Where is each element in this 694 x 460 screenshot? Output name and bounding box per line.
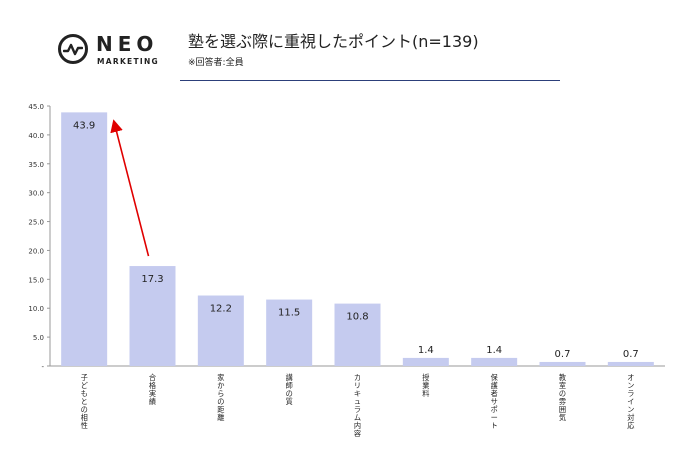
x-tick-label: カリキュラム内容 [354, 373, 361, 438]
x-tick-label: 合格実績 [149, 373, 157, 406]
y-tick-label: 40.0 [28, 132, 44, 140]
bar [61, 112, 108, 366]
x-tick-label: 授業料 [422, 373, 429, 398]
chart-title: 塾を選ぶ際に重視したポイント(n=139) [188, 32, 479, 51]
data-label: 10.8 [346, 312, 368, 323]
bar [607, 361, 654, 366]
data-label: 1.4 [486, 345, 502, 356]
logo-wordmark: NEO [96, 32, 159, 56]
bar [402, 357, 449, 366]
y-tick-label: 30.0 [28, 190, 44, 198]
data-label: 11.5 [278, 308, 300, 319]
bar [334, 303, 381, 366]
bar [471, 357, 518, 366]
bar [539, 361, 586, 366]
data-label: 0.7 [623, 349, 639, 360]
data-label: 0.7 [555, 349, 571, 360]
neo-marketing-logo: NEO MARKETING [58, 32, 178, 72]
data-label: 17.3 [141, 274, 163, 285]
chart-subtitle: ※回答者:全員 [188, 58, 244, 68]
y-tick-label: 25.0 [28, 219, 44, 227]
y-tick-label: 35.0 [28, 161, 44, 169]
data-label: 1.4 [418, 345, 434, 356]
x-tick-label: 家からの距離 [217, 373, 224, 422]
bar [129, 266, 176, 366]
bar [266, 299, 313, 366]
y-tick-label: 15.0 [28, 276, 44, 284]
data-label: 43.9 [73, 120, 95, 131]
x-tick-label: オンライン対応 [627, 373, 634, 430]
logo-subline: MARKETING [97, 57, 160, 66]
y-tick-label: 20.0 [28, 247, 44, 255]
x-tick-label: 子どもとの相性 [81, 373, 88, 430]
y-tick-label: 10.0 [28, 305, 44, 313]
x-tick-label: 講師の質 [286, 373, 293, 406]
x-tick-label: 教室の雰囲気 [559, 373, 566, 422]
bar [197, 295, 244, 366]
y-tick-label: - [41, 363, 44, 371]
annotation-arrow [110, 119, 150, 257]
data-label: 12.2 [210, 304, 232, 315]
logo-pulse-icon [58, 34, 88, 64]
title-underline [180, 80, 560, 81]
y-tick-label: 45.0 [28, 103, 44, 111]
y-tick-label: 5.0 [33, 334, 44, 342]
x-tick-label: 保護者サポート [491, 373, 499, 430]
